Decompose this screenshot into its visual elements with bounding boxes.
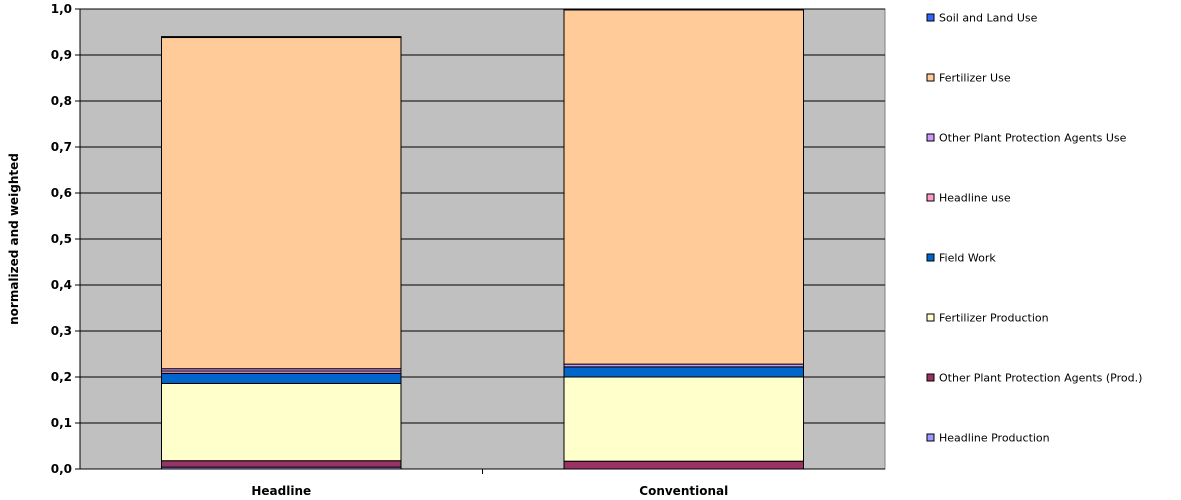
bar-segment-other-plant-protection-agents-prod bbox=[161, 460, 402, 468]
legend-item: Headline Production bbox=[926, 432, 1050, 445]
legend-item: Headline use bbox=[926, 192, 1011, 205]
y-tick-label: 1,0 bbox=[51, 2, 72, 16]
legend-item: Fertilizer Use bbox=[926, 72, 1011, 85]
y-tick-label: 0,2 bbox=[51, 370, 72, 384]
legend-label: Fertilizer Use bbox=[939, 72, 1011, 85]
legend-item: Other Plant Protection Agents Use bbox=[926, 132, 1127, 145]
bar-segment-fertilizer-production bbox=[161, 382, 402, 462]
legend-swatch bbox=[926, 253, 935, 262]
bar-segment-soil-and-land-use bbox=[161, 36, 402, 39]
y-tick-label: 0,7 bbox=[51, 140, 72, 154]
legend-label: Other Plant Protection Agents Use bbox=[939, 132, 1127, 145]
y-tick-label: 0,9 bbox=[51, 48, 72, 62]
bar-segment-fertilizer-use bbox=[161, 37, 402, 370]
y-tick-label: 0,6 bbox=[51, 186, 72, 200]
legend-label: Other Plant Protection Agents (Prod.) bbox=[939, 372, 1142, 385]
y-tick-label: 0,1 bbox=[51, 416, 72, 430]
y-tick-label: 0,3 bbox=[51, 324, 72, 338]
y-axis-tick-labels: 0,0 0,1 0,2 0,3 0,4 0,5 0,6 0,7 0,8 0,9 1,0 bbox=[51, 2, 72, 476]
legend-label: Fertilizer Production bbox=[939, 312, 1049, 325]
legend: Soil and Land Use Fertilizer Use Other Pla… bbox=[926, 12, 1142, 445]
bar-segment-fertilizer-use bbox=[563, 9, 804, 365]
legend-item: Field Work bbox=[926, 252, 996, 265]
legend-swatch bbox=[926, 373, 935, 382]
x-category-label: Conventional bbox=[639, 484, 728, 498]
legend-item: Soil and Land Use bbox=[926, 12, 1038, 25]
bar-segment-soil-and-land-use bbox=[563, 8, 804, 11]
legend-swatch bbox=[926, 13, 935, 22]
legend-swatch bbox=[926, 313, 935, 322]
x-axis-category-labels: Headline Conventional bbox=[251, 484, 728, 498]
y-tick-label: 0,4 bbox=[51, 278, 72, 292]
bar-segment-fertilizer-production bbox=[563, 376, 804, 462]
legend-swatch bbox=[926, 433, 935, 442]
legend-swatch bbox=[926, 73, 935, 82]
y-tick-label: 0,8 bbox=[51, 94, 72, 108]
legend-item: Other Plant Protection Agents (Prod.) bbox=[926, 372, 1142, 385]
legend-item: Fertilizer Production bbox=[926, 312, 1049, 325]
y-tick-label: 0,5 bbox=[51, 232, 72, 246]
legend-label: Field Work bbox=[939, 252, 996, 265]
plot-area bbox=[75, 8, 886, 474]
y-tick-label: 0,0 bbox=[51, 462, 72, 476]
legend-swatch bbox=[926, 133, 935, 142]
bar-segment-field-work bbox=[161, 372, 402, 384]
legend-swatch bbox=[926, 193, 935, 202]
legend-label: Headline Production bbox=[939, 432, 1050, 445]
bar-segment-field-work bbox=[563, 366, 804, 378]
legend-label: Headline use bbox=[939, 192, 1011, 205]
bar-segment-other-plant-protection-agents-prod bbox=[563, 460, 804, 470]
legend-label: Soil and Land Use bbox=[939, 12, 1038, 25]
y-axis-label: normalized and weighted bbox=[7, 153, 21, 325]
x-category-label: Headline bbox=[251, 484, 311, 498]
